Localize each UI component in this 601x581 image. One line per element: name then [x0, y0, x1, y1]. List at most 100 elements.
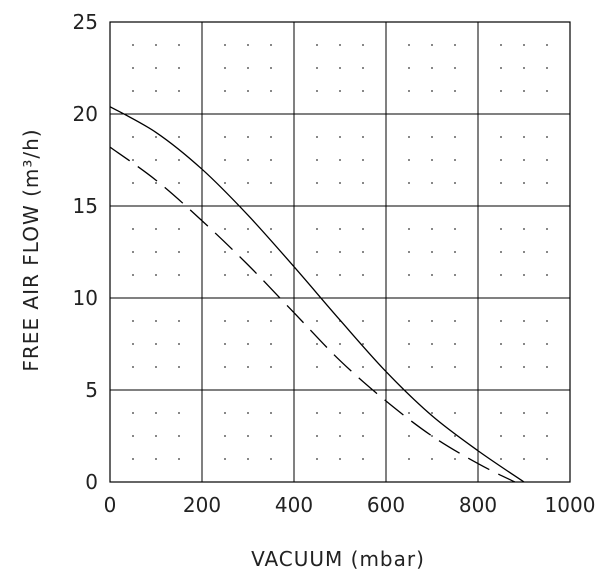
grid-dot: [247, 320, 249, 322]
grid-dot: [362, 343, 364, 345]
grid-dot: [362, 274, 364, 276]
grid-dot: [431, 136, 433, 138]
grid-dot: [546, 274, 548, 276]
grid-dot: [546, 182, 548, 184]
grid-dot: [155, 182, 157, 184]
grid-dot: [408, 343, 410, 345]
grid-dot: [155, 228, 157, 230]
grid-dot: [316, 366, 318, 368]
grid-dot: [362, 228, 364, 230]
grid-dot: [454, 67, 456, 69]
grid-dot: [247, 90, 249, 92]
grid-dot: [316, 90, 318, 92]
grid-dot: [523, 343, 525, 345]
grid-dot: [523, 90, 525, 92]
grid-dot: [523, 320, 525, 322]
grid-dot: [270, 182, 272, 184]
grid-dot: [500, 67, 502, 69]
grid-dot: [178, 412, 180, 414]
grid-dot: [178, 274, 180, 276]
x-tick-label: 600: [367, 493, 405, 517]
grid-dot: [316, 251, 318, 253]
grid-dot: [523, 44, 525, 46]
x-tick-label: 800: [459, 493, 497, 517]
y-tick-label: 10: [73, 286, 98, 310]
grid-dot: [431, 412, 433, 414]
grid-dot: [178, 458, 180, 460]
grid-dot: [523, 67, 525, 69]
grid-dot: [178, 90, 180, 92]
grid-dot: [523, 366, 525, 368]
grid-dot: [247, 412, 249, 414]
grid-dot: [132, 159, 134, 161]
grid-dot: [247, 274, 249, 276]
y-tick-label: 20: [73, 102, 98, 126]
grid-dot: [132, 458, 134, 460]
x-tick-label: 1000: [545, 493, 596, 517]
grid-dot: [362, 90, 364, 92]
minor-grid-dots: [132, 44, 548, 460]
grid-dot: [270, 320, 272, 322]
grid-dot: [247, 458, 249, 460]
grid-dot: [339, 343, 341, 345]
grid-dot: [500, 320, 502, 322]
grid-dot: [523, 435, 525, 437]
grid-dot: [132, 182, 134, 184]
grid-dot: [155, 435, 157, 437]
x-tick-labels: 0 200 400 600 800 1000: [104, 493, 596, 517]
grid-dot: [431, 228, 433, 230]
grid-dot: [247, 435, 249, 437]
grid-dot: [523, 458, 525, 460]
series-line-2: [109, 146, 516, 483]
grid-dot: [362, 44, 364, 46]
y-tick-label: 25: [73, 10, 98, 34]
grid-dot: [247, 182, 249, 184]
grid-dot: [339, 67, 341, 69]
grid-dot: [155, 274, 157, 276]
grid-dot: [431, 435, 433, 437]
grid-dot: [454, 159, 456, 161]
grid-dot: [546, 251, 548, 253]
grid-dot: [178, 343, 180, 345]
grid-dot: [362, 67, 364, 69]
grid-dot: [178, 67, 180, 69]
series-group: [109, 106, 525, 483]
grid-dot: [270, 44, 272, 46]
grid-dot: [155, 251, 157, 253]
grid-dot: [316, 458, 318, 460]
grid-dot: [431, 458, 433, 460]
grid-dot: [270, 67, 272, 69]
grid-dot: [408, 90, 410, 92]
grid-dot: [224, 366, 226, 368]
grid-dot: [408, 274, 410, 276]
y-tick-label: 15: [73, 194, 98, 218]
grid-dot: [316, 159, 318, 161]
grid-dot: [247, 159, 249, 161]
grid-dot: [224, 228, 226, 230]
grid-dot: [155, 343, 157, 345]
grid-dot: [270, 274, 272, 276]
grid-dot: [546, 90, 548, 92]
grid-dot: [454, 136, 456, 138]
grid-dot: [431, 274, 433, 276]
grid-dot: [431, 320, 433, 322]
grid-dot: [523, 274, 525, 276]
grid-dot: [408, 67, 410, 69]
grid-dot: [247, 228, 249, 230]
grid-dot: [546, 136, 548, 138]
grid-dot: [178, 159, 180, 161]
grid-dot: [431, 90, 433, 92]
grid-dot: [431, 251, 433, 253]
grid-dot: [546, 320, 548, 322]
grid-dot: [546, 343, 548, 345]
grid-dot: [155, 458, 157, 460]
grid-lines: [110, 22, 570, 482]
grid-dot: [500, 90, 502, 92]
grid-dot: [224, 458, 226, 460]
grid-dot: [546, 435, 548, 437]
grid-dot: [454, 343, 456, 345]
grid-dot: [224, 182, 226, 184]
grid-dot: [454, 90, 456, 92]
grid-dot: [408, 366, 410, 368]
